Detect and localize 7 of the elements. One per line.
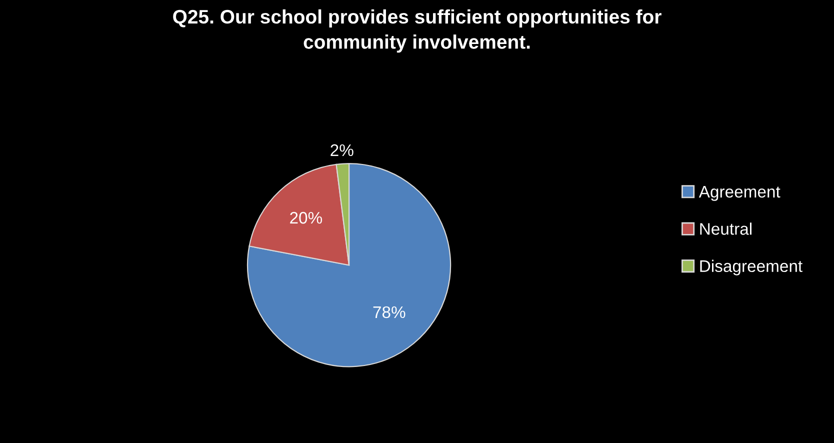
data-label: 20%	[290, 212, 322, 224]
data-label: 2%	[330, 144, 354, 156]
legend-label: Neutral	[700, 222, 752, 235]
chart-title: Q25. Our school provides sufficient opportunities for community involvement.	[173, 9, 662, 53]
legend-label: Agreement	[698, 186, 780, 201]
legend-label: Disagreement	[700, 260, 802, 276]
data-label: 78%	[373, 306, 406, 318]
